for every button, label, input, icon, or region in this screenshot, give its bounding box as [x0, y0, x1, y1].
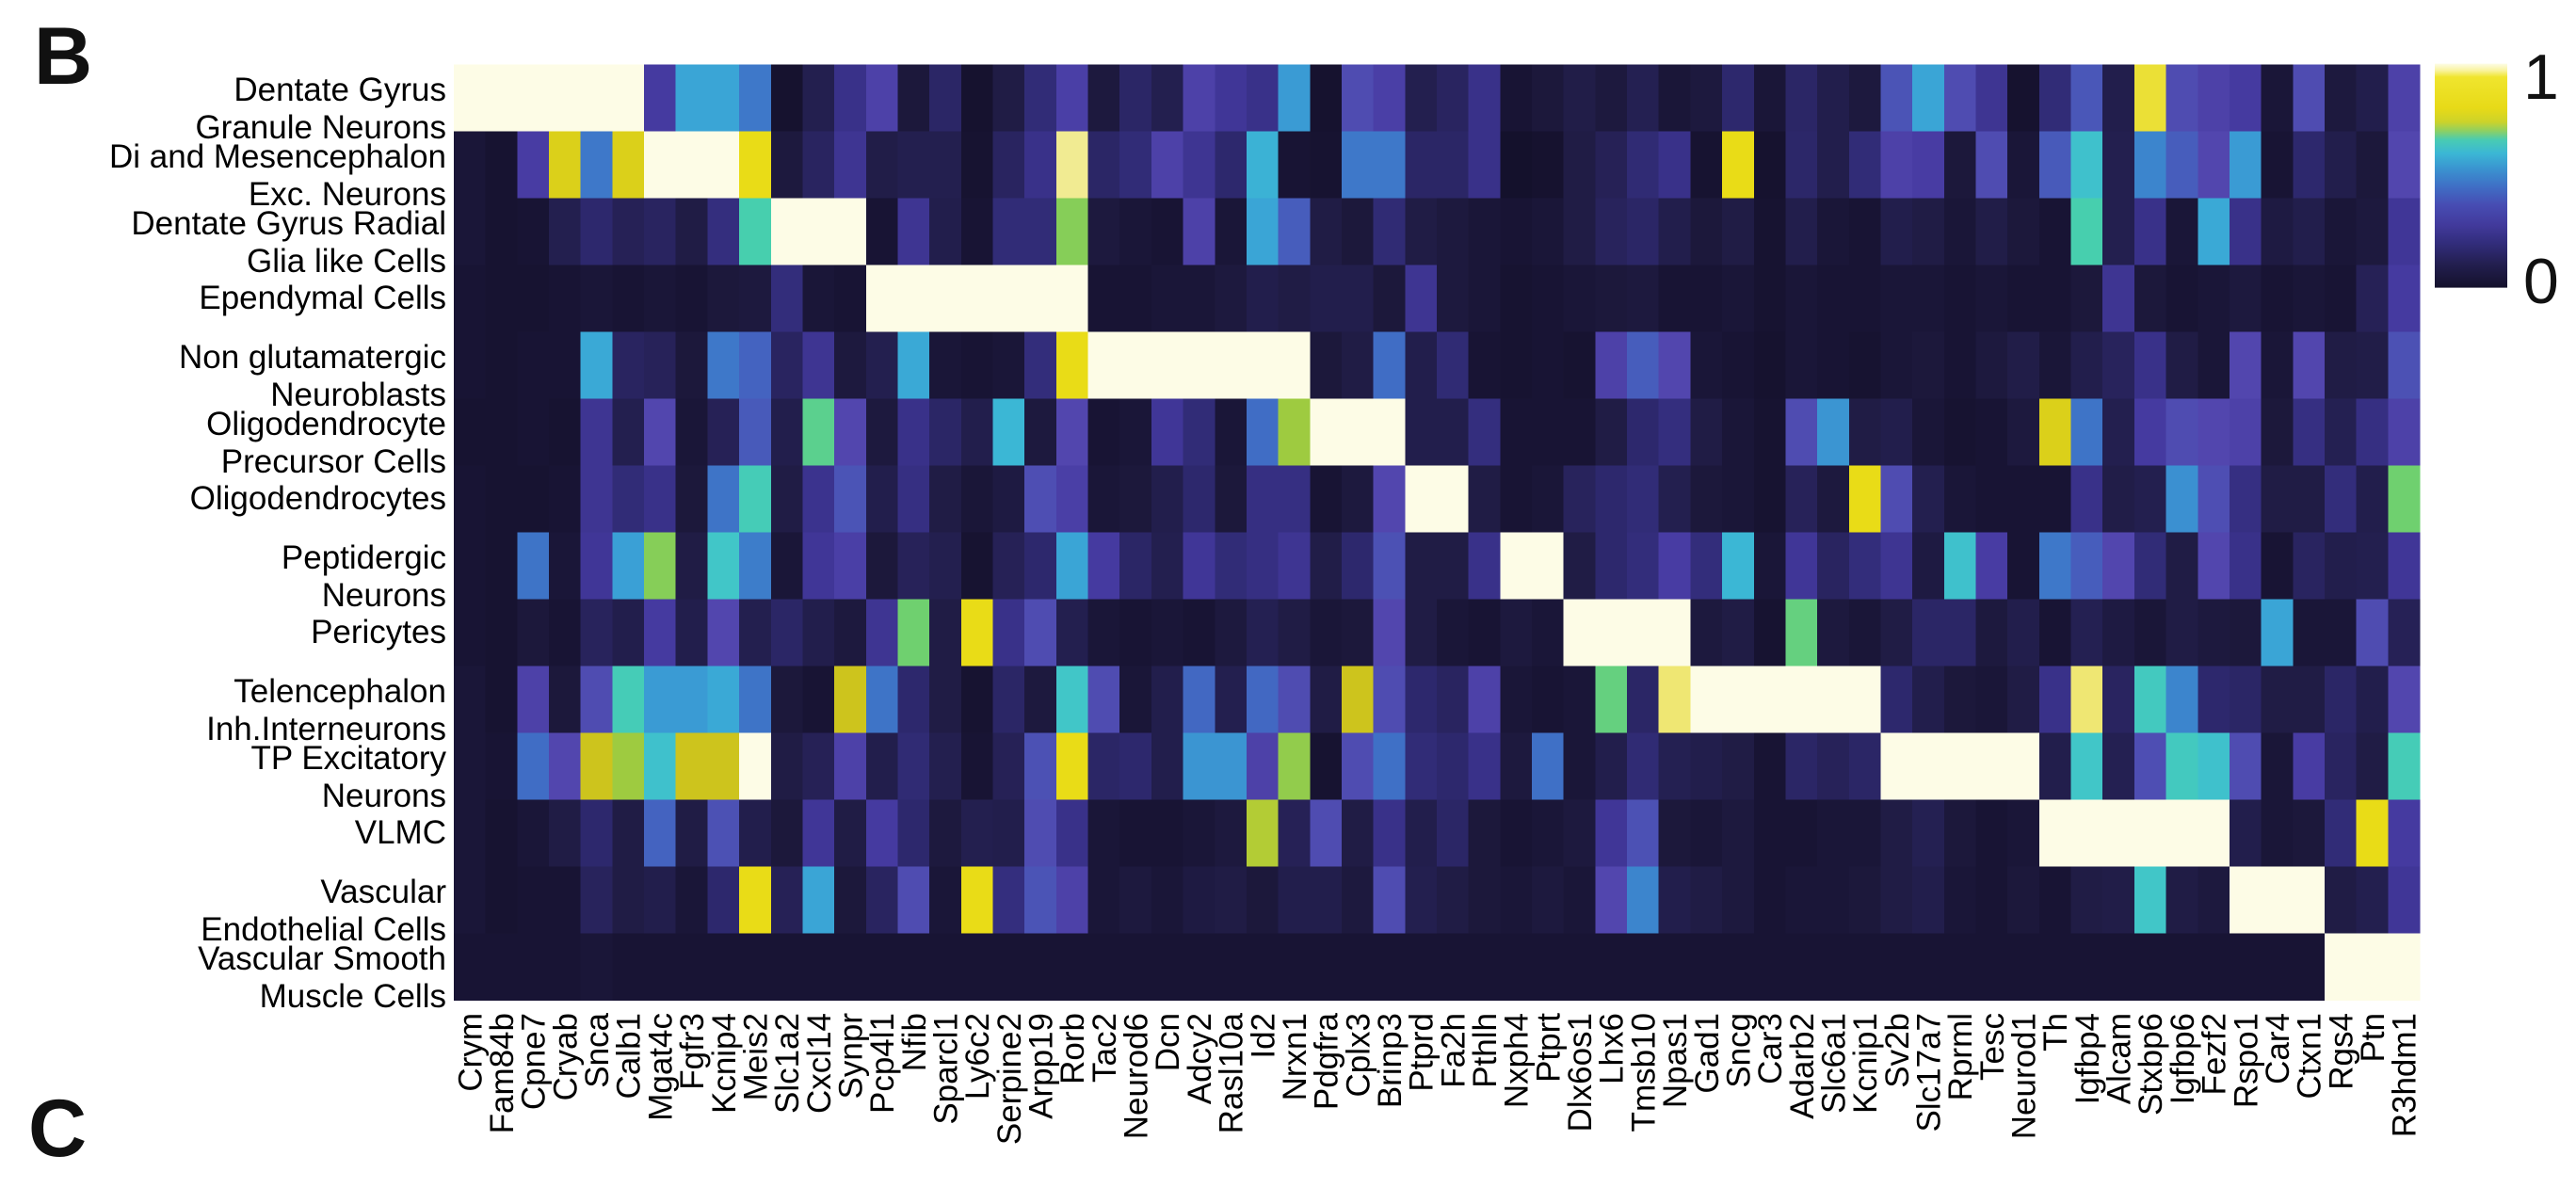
svg-text:Ptn: Ptn — [2355, 1013, 2391, 1063]
svg-text:Fgfr3: Fgfr3 — [674, 1013, 711, 1090]
svg-text:Meis2: Meis2 — [737, 1013, 774, 1100]
svg-text:Ependymal Cells: Ependymal Cells — [199, 280, 446, 316]
svg-text:Car4: Car4 — [2260, 1013, 2296, 1084]
svg-text:Dentate Gyrus: Dentate Gyrus — [233, 72, 446, 108]
svg-text:Muscle Cells: Muscle Cells — [260, 978, 446, 1015]
svg-text:TP Excitatory: TP Excitatory — [251, 740, 447, 777]
svg-text:Neurons: Neurons — [322, 778, 446, 814]
svg-text:Vascular: Vascular — [320, 874, 446, 910]
svg-text:Adarb2: Adarb2 — [1784, 1013, 1821, 1119]
svg-text:Non glutamatergic: Non glutamatergic — [179, 339, 446, 376]
svg-text:Rgs4: Rgs4 — [2323, 1013, 2359, 1090]
svg-text:Id2: Id2 — [1245, 1013, 1281, 1059]
svg-text:C: C — [28, 1084, 87, 1174]
svg-text:Calb1: Calb1 — [611, 1013, 648, 1099]
svg-text:Fa2h: Fa2h — [1435, 1013, 1472, 1088]
svg-text:0: 0 — [2523, 246, 2559, 317]
svg-text:Oligodendrocyte: Oligodendrocyte — [206, 406, 446, 442]
svg-text:Neurod6: Neurod6 — [1119, 1013, 1155, 1139]
svg-text:Ctxn1: Ctxn1 — [2292, 1013, 2328, 1099]
svg-text:Igfbp4: Igfbp4 — [2069, 1013, 2106, 1104]
svg-text:Pericytes: Pericytes — [311, 614, 446, 650]
svg-text:Rorb: Rorb — [1055, 1013, 1091, 1084]
svg-text:Brinp3: Brinp3 — [1372, 1013, 1409, 1108]
svg-text:Th: Th — [2037, 1013, 2074, 1052]
svg-text:Crym: Crym — [452, 1013, 489, 1092]
svg-text:Arpp19: Arpp19 — [1023, 1013, 1060, 1119]
svg-text:Rasl10a: Rasl10a — [1214, 1012, 1250, 1133]
svg-text:Exc. Neurons: Exc. Neurons — [249, 176, 446, 213]
svg-text:Ly6c2: Ly6c2 — [959, 1013, 996, 1100]
svg-text:Inh.Interneurons: Inh.Interneurons — [206, 711, 446, 747]
svg-text:Dlx6os1: Dlx6os1 — [1562, 1013, 1599, 1132]
svg-text:Sncg: Sncg — [1720, 1013, 1757, 1088]
svg-text:Rprml: Rprml — [1942, 1013, 1979, 1100]
svg-text:Tesc: Tesc — [1974, 1013, 2011, 1081]
svg-text:Igfbp6: Igfbp6 — [2165, 1013, 2201, 1104]
svg-text:Dcn: Dcn — [1150, 1013, 1186, 1071]
svg-text:Granule Neurons: Granule Neurons — [195, 109, 446, 146]
svg-text:Sv2b: Sv2b — [1879, 1013, 1916, 1088]
svg-text:Nrxn1: Nrxn1 — [1277, 1013, 1313, 1100]
svg-text:R3hdm1: R3hdm1 — [2387, 1013, 2423, 1137]
svg-text:Pdgfra: Pdgfra — [1309, 1012, 1345, 1110]
svg-text:1: 1 — [2523, 41, 2559, 113]
svg-text:VLMC: VLMC — [355, 814, 446, 851]
svg-text:Serpine2: Serpine2 — [991, 1013, 1028, 1145]
svg-text:Neurod1: Neurod1 — [2006, 1013, 2043, 1139]
svg-text:Nxph4: Nxph4 — [1499, 1013, 1536, 1108]
svg-text:Tac2: Tac2 — [1087, 1013, 1123, 1083]
svg-text:Adcy2: Adcy2 — [1182, 1013, 1218, 1104]
svg-text:Rspo1: Rspo1 — [2228, 1013, 2264, 1108]
svg-text:Snca: Snca — [579, 1012, 616, 1087]
svg-text:Npas1: Npas1 — [1657, 1013, 1694, 1108]
svg-text:Fam84b: Fam84b — [484, 1013, 521, 1133]
svg-text:Di and Mesencephalon: Di and Mesencephalon — [109, 138, 446, 175]
svg-text:Fezf2: Fezf2 — [2197, 1013, 2233, 1096]
svg-text:Glia like Cells: Glia like Cells — [247, 243, 446, 280]
svg-text:Pcp4l1: Pcp4l1 — [864, 1013, 901, 1114]
svg-text:Cpne7: Cpne7 — [516, 1013, 553, 1110]
svg-text:Neurons: Neurons — [322, 577, 446, 614]
svg-text:Vascular Smooth: Vascular Smooth — [198, 940, 446, 977]
svg-text:Kcnip4: Kcnip4 — [706, 1013, 743, 1114]
svg-text:Cryab: Cryab — [547, 1013, 584, 1100]
svg-text:Cxcl14: Cxcl14 — [801, 1013, 838, 1114]
svg-text:Sparcl1: Sparcl1 — [928, 1013, 965, 1125]
svg-text:Cplx3: Cplx3 — [1340, 1013, 1377, 1097]
svg-text:Telencephalon: Telencephalon — [233, 673, 446, 710]
svg-text:Kcnip1: Kcnip1 — [1847, 1013, 1884, 1114]
svg-text:B: B — [34, 11, 92, 102]
svg-text:Slc1a2: Slc1a2 — [769, 1013, 806, 1114]
svg-text:Ptprd: Ptprd — [1404, 1013, 1441, 1092]
svg-text:Tmsb10: Tmsb10 — [1625, 1013, 1662, 1132]
svg-text:Peptidergic: Peptidergic — [282, 539, 446, 576]
svg-text:Oligodendrocytes: Oligodendrocytes — [190, 480, 446, 517]
svg-text:Precursor Cells: Precursor Cells — [221, 443, 446, 480]
svg-text:Endothelial Cells: Endothelial Cells — [201, 911, 446, 948]
svg-text:Nfib: Nfib — [896, 1013, 933, 1071]
svg-text:Pthlh: Pthlh — [1467, 1013, 1504, 1088]
svg-text:Dentate Gyrus Radial: Dentate Gyrus Radial — [131, 205, 446, 242]
svg-text:Stxbp6: Stxbp6 — [2133, 1013, 2169, 1116]
svg-text:Slc6a1: Slc6a1 — [1816, 1013, 1853, 1114]
svg-text:Synpr: Synpr — [833, 1013, 870, 1100]
svg-text:Ptprt: Ptprt — [1530, 1013, 1567, 1083]
svg-text:Gad1: Gad1 — [1689, 1013, 1726, 1094]
svg-text:Mgat4c: Mgat4c — [642, 1013, 679, 1121]
svg-text:Car3: Car3 — [1752, 1013, 1789, 1084]
svg-text:Neuroblasts: Neuroblasts — [270, 377, 446, 413]
svg-text:Lhx6: Lhx6 — [1594, 1013, 1631, 1084]
svg-text:Slc17a7: Slc17a7 — [1911, 1013, 1948, 1132]
svg-text:Alcam: Alcam — [2101, 1013, 2138, 1104]
